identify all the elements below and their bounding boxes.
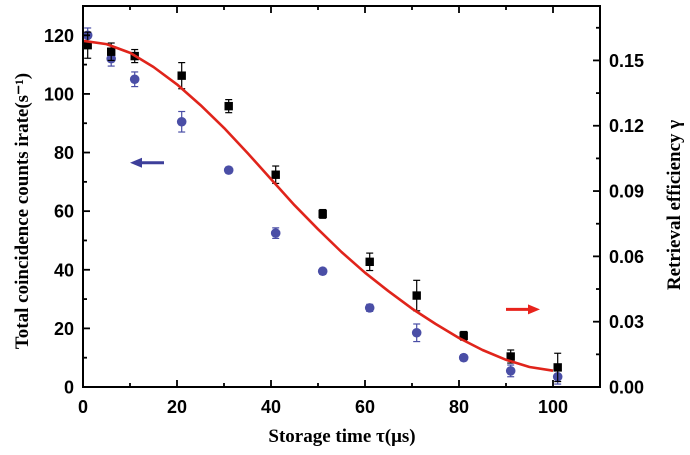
- x-tick-label: 0: [78, 397, 88, 417]
- data-point-counts: [270, 228, 281, 238]
- y-left-tick-label: 40: [54, 260, 74, 280]
- y-right-tick-label: 0.06: [609, 247, 644, 267]
- data-point-counts: [364, 303, 375, 313]
- x-tick-label: 60: [355, 397, 375, 417]
- data-point-counts: [411, 327, 422, 338]
- axis-ticks: [82, 5, 601, 388]
- fit-curve: [82, 39, 554, 372]
- y-left-tick-label: 20: [54, 319, 74, 339]
- y-right-tick-label: 0.09: [609, 182, 644, 202]
- data-point-efficiency: [365, 257, 374, 267]
- data-point-counts: [458, 352, 469, 363]
- y-right-axis-title: Retrieval efficiency γ: [664, 120, 685, 290]
- data-point-efficiency: [177, 71, 186, 80]
- tick-labels: 0 20 40 60 80 100 0 20 40 60 80 100 120 0.00 0.03 0.06 0…: [44, 26, 644, 417]
- y-right-tick-label: 0.03: [609, 312, 644, 332]
- y-right-tick-label: 0.00: [609, 378, 644, 398]
- x-tick-label: 20: [167, 397, 187, 417]
- data-point-efficiency: [506, 352, 515, 361]
- data-point-counts: [505, 366, 516, 376]
- y-right-tick-label: 0.12: [609, 116, 644, 136]
- data-point-counts: [317, 266, 328, 277]
- y-left-tick-label: 120: [44, 26, 74, 46]
- data-point-efficiency: [224, 101, 233, 111]
- y-left-tick-label: 0: [64, 378, 74, 398]
- data-point-counts: [223, 165, 234, 175]
- y-left-axis-title: Total coincidence counts irate(s⁻¹): [12, 73, 33, 349]
- arrow-left-axis-indicator: [130, 157, 164, 168]
- x-axis-title: Storage time τ(μs): [268, 426, 415, 447]
- data-point-efficiency: [553, 363, 562, 372]
- data-point-counts: [129, 74, 140, 85]
- data-point-efficiency: [459, 331, 468, 341]
- y-left-tick-label: 80: [54, 143, 74, 163]
- data-point-efficiency: [107, 47, 116, 56]
- x-tick-label: 40: [261, 397, 281, 417]
- data-point-efficiency: [83, 40, 92, 50]
- data-point-counts: [176, 116, 187, 127]
- y-right-tick-label: 0.15: [609, 51, 644, 71]
- data-point-efficiency: [318, 209, 327, 219]
- plot-area: [82, 27, 563, 385]
- y-left-tick-label: 100: [44, 84, 74, 104]
- x-tick-label: 100: [538, 397, 568, 417]
- y-left-tick-label: 60: [54, 202, 74, 222]
- plot-frame: [82, 5, 601, 388]
- data-point-efficiency: [271, 170, 280, 179]
- arrow-right-axis-indicator: [506, 304, 540, 315]
- data-point-efficiency: [412, 291, 421, 300]
- x-tick-label: 80: [449, 397, 469, 417]
